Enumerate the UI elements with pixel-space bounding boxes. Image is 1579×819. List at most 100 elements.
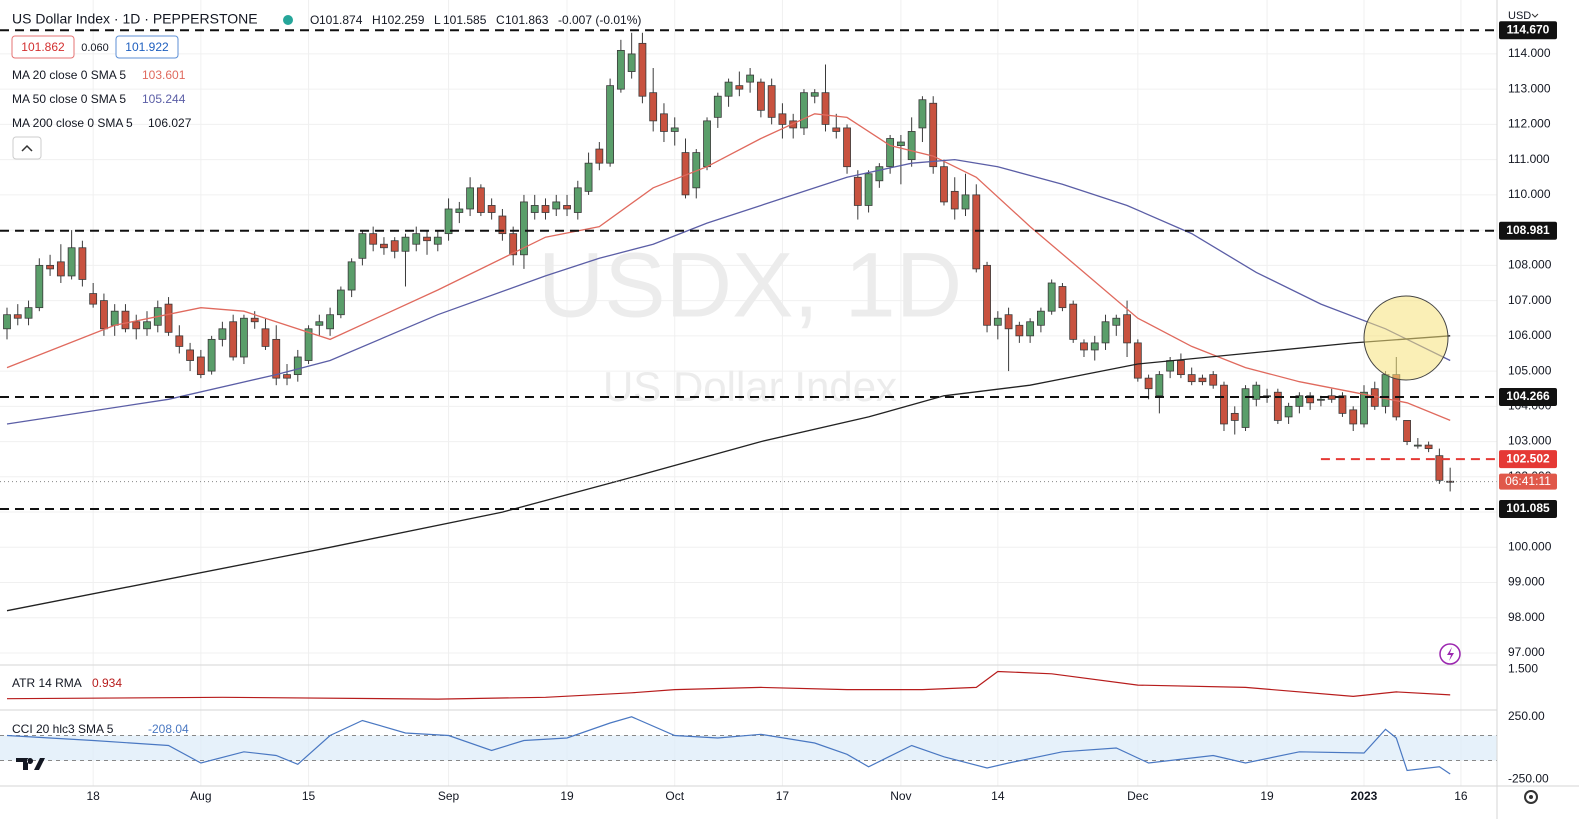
level-tag <box>1499 500 1557 519</box>
candle-body <box>175 335 184 347</box>
candle-body <box>993 317 1002 326</box>
countdown: 06:41:11 <box>1505 474 1551 488</box>
moving-average <box>6 158 1451 425</box>
candle-body <box>778 113 787 125</box>
collapse-button[interactable] <box>12 136 42 160</box>
legend-name: MA 20 close 0 SMA 5 <box>12 68 126 82</box>
candle-body <box>466 187 475 210</box>
candle-body <box>1101 321 1110 344</box>
ohlc-key: C <box>496 13 505 27</box>
candle-body <box>573 187 582 213</box>
candle-body <box>1252 384 1261 400</box>
candle-body <box>24 307 33 319</box>
candle-body <box>875 166 884 182</box>
x-tick-label: 17 <box>776 789 790 803</box>
candle-body <box>196 356 205 376</box>
candle-body <box>1155 374 1164 397</box>
candle-body <box>1004 314 1013 330</box>
level-tag <box>1499 450 1557 469</box>
candle-body <box>1435 455 1444 481</box>
y-tick-label: 107.000 <box>1508 293 1552 307</box>
plot: ATR 14 RMA 0.934 CCI 20 hlc3 SMA 5 -208.04 <box>0 29 1497 775</box>
y-tick-label: 114.000 <box>1508 46 1551 60</box>
candle-body <box>832 127 841 132</box>
cci-band <box>0 735 1497 761</box>
x-tick-label: 19 <box>1260 789 1274 803</box>
candle-body <box>810 92 819 97</box>
candle-body <box>3 314 11 330</box>
candle-body <box>1209 374 1218 386</box>
candle-body <box>520 201 528 256</box>
candle-body <box>713 95 722 118</box>
candle-body <box>476 187 485 213</box>
candle-body <box>1198 377 1207 383</box>
pane-tick-label: 1.500 <box>1508 661 1538 675</box>
candle-body <box>843 127 851 168</box>
candle-body <box>584 162 593 192</box>
level-tag <box>1499 21 1557 40</box>
y-tick-label: 99.000 <box>1508 575 1545 589</box>
y-tick-label: 110.000 <box>1508 187 1551 201</box>
legend-value: 106.027 <box>148 116 192 130</box>
candle-body <box>390 240 399 252</box>
candle-body <box>380 243 388 249</box>
candle-body <box>13 314 22 319</box>
candle-body <box>864 173 873 206</box>
candle-body <box>444 208 453 235</box>
pane-tick-label: 250.00 <box>1508 709 1545 723</box>
candle-body <box>1241 388 1250 428</box>
candle-body <box>1058 286 1067 309</box>
x-tick-label: Aug <box>190 789 211 803</box>
candle-body <box>541 205 550 213</box>
y-tick-label: 100.000 <box>1508 539 1552 553</box>
moving-average <box>6 113 1451 422</box>
currency[interactable]: USD <box>1508 10 1531 22</box>
countdown-tag <box>1499 473 1557 490</box>
ask-price: 101.922 <box>125 40 169 54</box>
level-label: 108.981 <box>1506 223 1550 237</box>
ma-legend: MA 20 close 0 SMA 5 103.601 MA 50 close 0 … <box>12 68 192 130</box>
bid-box[interactable] <box>11 35 75 59</box>
candle-body <box>326 314 334 330</box>
legend-name: MA 200 close 0 SMA 5 <box>12 116 133 130</box>
candle-body <box>1112 317 1121 326</box>
candle-body <box>1123 314 1131 344</box>
candle-body <box>1381 374 1390 407</box>
candle-body <box>530 205 539 213</box>
candle-body <box>283 374 291 379</box>
candle-body <box>660 113 668 132</box>
candle-body <box>886 138 895 168</box>
candle-body <box>347 261 356 291</box>
ohlc-key: H <box>372 13 381 27</box>
candle-body <box>1392 374 1401 418</box>
candle-body <box>907 131 916 161</box>
candle-body <box>1338 395 1347 414</box>
candle-body <box>896 141 905 146</box>
candle-body <box>1327 395 1336 400</box>
legend: US Dollar Index · 1D · PEPPERSTONE O 101.… <box>11 11 641 160</box>
candle-body <box>961 194 970 210</box>
candle-body <box>315 321 324 326</box>
x-tick-label: 16 <box>1454 789 1468 803</box>
legend-name: MA 50 close 0 SMA 5 <box>12 92 126 106</box>
candle-body <box>1403 420 1411 442</box>
candle-body <box>1187 374 1196 383</box>
y-tick-label: 105.000 <box>1508 363 1552 377</box>
gear <box>1524 790 1538 804</box>
candle-body <box>498 215 507 235</box>
ask-box[interactable] <box>115 35 179 59</box>
candle-body <box>756 81 765 111</box>
candle-body <box>800 92 808 129</box>
candle-body <box>218 328 227 340</box>
indicator-line <box>6 716 1451 775</box>
ohlc-value: 101.874 <box>319 13 363 27</box>
candle-body <box>229 321 238 358</box>
candle-body <box>423 236 431 242</box>
candle-body <box>563 205 571 210</box>
currency-chevron <box>1531 13 1539 18</box>
candle-body <box>616 49 625 90</box>
x-tick-label: Sep <box>438 789 460 803</box>
candle-body <box>983 264 991 326</box>
settings-icon[interactable] <box>1524 790 1538 804</box>
